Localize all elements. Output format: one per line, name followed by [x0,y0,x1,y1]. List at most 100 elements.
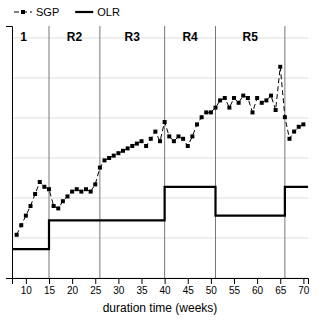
series-marker [269,94,273,98]
series-marker [47,187,51,191]
x-tick-label: 60 [252,285,264,296]
x-tick: 55 [229,278,241,296]
series-marker [112,154,116,158]
series-marker [241,94,245,98]
x-tick-label: 65 [275,285,287,296]
x-tick-label: 35 [136,285,148,296]
series-marker [181,137,185,141]
region-line [284,26,285,278]
x-tick-mark [188,278,189,284]
x-tick-label: 50 [206,285,218,296]
x-tick: 70 [298,278,310,296]
series-marker [130,144,134,148]
series-marker [297,125,301,129]
x-tick: 15 [44,278,56,296]
series-marker [24,214,28,218]
series-marker [264,98,268,102]
series-marker [218,98,222,102]
x-tick: 30 [113,278,125,296]
x-tick: 35 [136,278,148,296]
series-marker [246,96,250,100]
series-marker [89,190,93,194]
x-tick-mark [234,278,235,284]
series-line [17,67,304,235]
x-tick-mark [257,278,258,284]
series-marker [140,139,144,143]
region-label: 1 [20,30,27,44]
series-marker [98,166,102,170]
series-marker [223,96,227,100]
x-axis: 10152025303540455055606570 [13,278,310,296]
grid [12,38,308,278]
legend: SGP OLR [14,6,120,18]
series-line [12,187,308,249]
series-marker [144,144,148,148]
grid-line [12,238,308,239]
region-line [99,26,100,278]
series-marker [200,115,204,119]
series-marker [209,110,213,114]
x-tick-mark [165,278,166,284]
x-tick-label: 55 [229,285,241,296]
series-marker [214,106,218,110]
series-marker [15,233,19,237]
x-tick: 65 [275,278,287,296]
region-label: R4 [182,30,198,44]
x-tick-label: 25 [90,285,102,296]
series-marker [149,137,153,141]
x-tick: 45 [183,278,195,296]
grid-line [12,198,308,199]
series-marker [288,137,292,141]
series-marker [232,96,236,100]
x-tick-label: 70 [298,285,310,296]
region-label: R2 [67,30,83,44]
x-tick-label: 45 [183,285,195,296]
grid-line [12,158,308,159]
series-marker [70,190,74,194]
series-marker [274,108,278,112]
y-axis [6,27,13,279]
x-tick-mark [95,278,96,284]
series-marker [52,204,56,208]
legend-item: SGP [14,6,59,18]
series-marker [260,101,264,105]
series-marker [278,65,282,69]
series-marker [56,206,60,210]
series-marker [93,182,97,186]
plot-area [12,26,308,278]
series-marker [292,130,296,134]
series-marker [227,106,231,110]
series-marker [167,134,171,138]
x-tick-mark [280,278,281,284]
series-marker [186,144,190,148]
series-marker [301,122,305,126]
legend-label: SGP [36,6,59,18]
series-marker [33,192,37,196]
series-marker [107,156,111,160]
series-marker [38,180,42,184]
region-label: R5 [243,30,259,44]
series-marker [61,199,65,203]
series-marker [237,101,241,105]
x-tick: 40 [160,278,172,296]
x-tick-mark [26,278,27,284]
series-marker [79,190,83,194]
series-marker [116,151,120,155]
series-marker [158,139,162,143]
annotations: 1R2R3R4R5 [20,30,258,44]
grid-line [12,78,308,79]
series-marker [103,158,107,162]
x-tick-label: 30 [113,285,125,296]
series-marker [195,122,199,126]
x-tick: 50 [206,278,218,296]
series-marker [19,223,23,227]
x-tick-label: 15 [44,285,56,296]
series-marker [251,110,255,114]
series-marker [135,142,139,146]
x-tick: 60 [252,278,264,296]
series-marker [163,120,167,124]
legend-item: OLR [75,6,120,18]
x-tick-mark [118,278,119,284]
x-tick-mark [142,278,143,284]
x-tick-mark [211,278,212,284]
